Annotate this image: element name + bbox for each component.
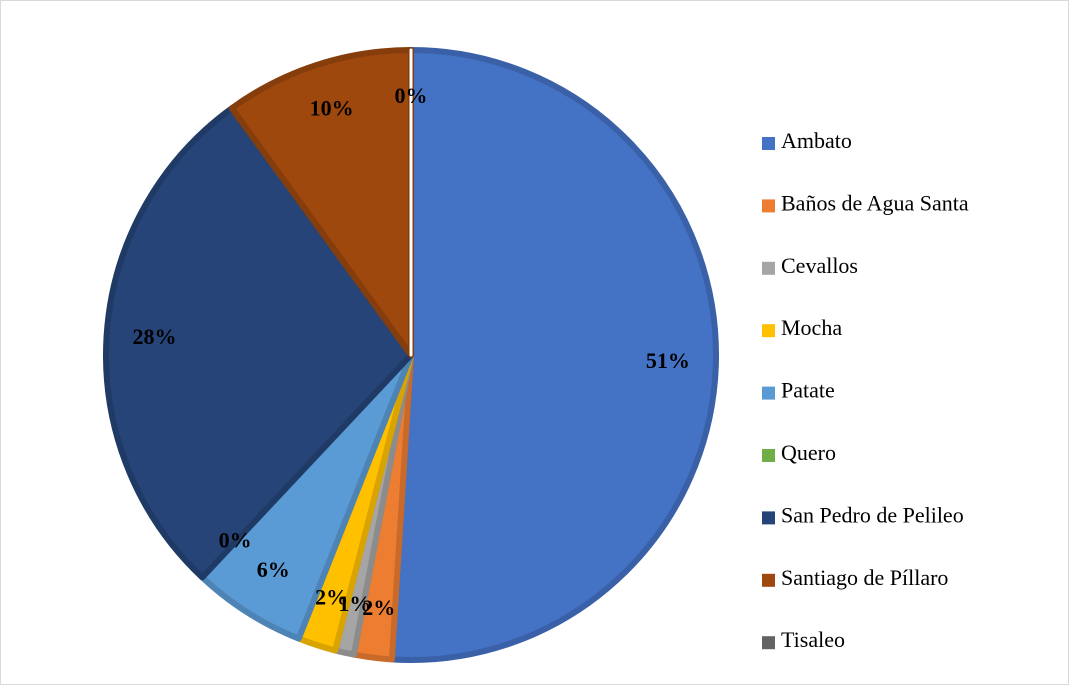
legend-swatch — [762, 324, 775, 338]
legend-label: Quero — [781, 440, 836, 465]
legend-label: Mocha — [781, 315, 842, 340]
legend-label: Santiago de Píllaro — [781, 565, 948, 590]
data-label: 51% — [646, 348, 690, 373]
data-label: 0% — [395, 83, 428, 108]
legend-label: Patate — [781, 378, 835, 403]
legend-swatch — [762, 449, 775, 462]
data-label: 6% — [257, 557, 290, 582]
data-label: 0% — [219, 527, 252, 552]
pie-slice — [103, 105, 414, 581]
legend-label: Ambato — [781, 128, 852, 153]
pie-slice — [228, 47, 414, 358]
legend-swatch — [762, 386, 775, 400]
legend-swatch — [762, 573, 775, 587]
legend-swatch — [762, 511, 775, 525]
data-label: 2% — [362, 595, 395, 620]
data-label: 10% — [310, 96, 354, 121]
legend-label: Cevallos — [781, 253, 858, 278]
legend-label: Baños de Agua Santa — [781, 190, 969, 215]
legend-swatch — [762, 137, 775, 150]
legend-label: Tisaleo — [781, 627, 845, 652]
data-label: 1% — [338, 591, 371, 616]
data-label: 2% — [315, 584, 348, 609]
legend-swatch — [762, 636, 775, 650]
legend-label: San Pedro de Pelileo — [781, 502, 964, 527]
pie-slice — [388, 47, 719, 663]
data-label: 28% — [133, 324, 177, 349]
legend-swatch — [762, 261, 775, 275]
legend-swatch — [762, 199, 775, 213]
